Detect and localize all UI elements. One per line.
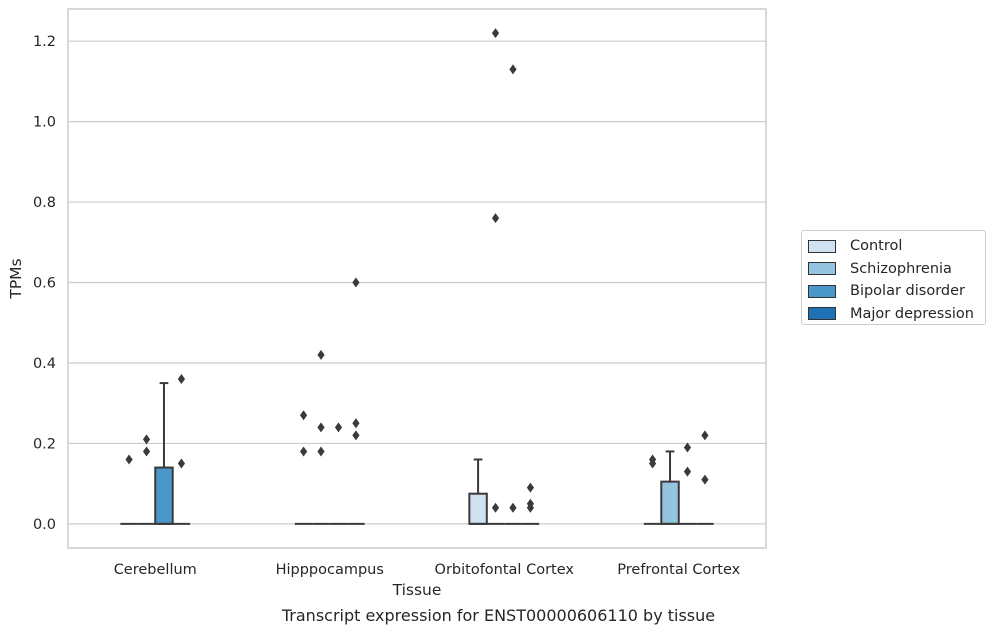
- y-tick-label: 0.8: [33, 195, 56, 211]
- x-tick-label: Hipppocampus: [276, 562, 384, 578]
- outlier-point: [701, 430, 709, 441]
- plot-frame: [67, 8, 767, 549]
- legend-label: Bipolar disorder: [850, 283, 965, 300]
- x-axis-label: Tissue: [392, 581, 442, 599]
- x-tick-label: Prefrontal Cortex: [617, 562, 740, 578]
- legend-item-major-depression: Major depression: [808, 303, 985, 326]
- legend-swatch: [808, 284, 836, 298]
- outlier-point: [125, 454, 133, 465]
- legend-label: Schizophrenia: [850, 260, 952, 277]
- legend-swatch: [808, 307, 836, 321]
- box-body: [154, 466, 174, 525]
- legend-label: Major depression: [850, 305, 974, 322]
- box-body: [468, 492, 488, 525]
- outlier-point: [352, 418, 360, 429]
- legend-swatch: [808, 239, 836, 253]
- outlier-point: [509, 64, 517, 75]
- x-tick-label: Orbitofontal Cortex: [435, 562, 575, 578]
- outlier-point: [177, 374, 186, 385]
- legend-item-control: Control: [808, 235, 985, 258]
- outlier-point: [299, 446, 308, 457]
- y-tick-label: 0.4: [33, 356, 56, 372]
- legend-label: Control: [850, 238, 903, 255]
- outlier-point: [142, 434, 151, 445]
- outlier-point: [491, 28, 500, 39]
- outlier-point: [299, 410, 308, 421]
- outlier-point: [683, 466, 692, 477]
- outlier-point: [317, 422, 325, 433]
- outlier-point: [526, 482, 535, 493]
- outlier-point: [701, 474, 709, 485]
- outlier-point: [317, 349, 325, 360]
- outlier-point: [526, 498, 535, 509]
- legend-item-schizophrenia: Schizophrenia: [808, 258, 985, 281]
- legend-item-bipolar-disorder: Bipolar disorder: [808, 280, 985, 303]
- outlier-point: [177, 458, 186, 469]
- box-body: [660, 480, 680, 525]
- outlier-point: [648, 454, 657, 465]
- outlier-point: [352, 277, 360, 288]
- legend-swatch: [808, 262, 836, 276]
- y-tick-label: 0.6: [33, 276, 56, 292]
- y-tick-label: 0.0: [33, 517, 56, 533]
- outlier-point: [142, 446, 151, 457]
- outlier-point: [317, 446, 325, 457]
- outlier-point: [683, 442, 692, 453]
- legend: Control Schizophrenia Bipolar disorder M…: [801, 230, 986, 325]
- x-tick-label: Cerebellum: [114, 562, 197, 578]
- outlier-point: [334, 422, 343, 433]
- outlier-point: [509, 502, 517, 513]
- outlier-point: [491, 502, 500, 513]
- outlier-point: [352, 430, 360, 441]
- figure-caption: Transcript expression for ENST0000060611…: [281, 606, 716, 625]
- y-tick-label: 1.2: [33, 34, 56, 50]
- outlier-point: [491, 213, 500, 224]
- y-axis-label: TPMs: [7, 258, 25, 299]
- y-tick-label: 1.0: [33, 115, 56, 131]
- y-tick-label: 0.2: [33, 436, 56, 452]
